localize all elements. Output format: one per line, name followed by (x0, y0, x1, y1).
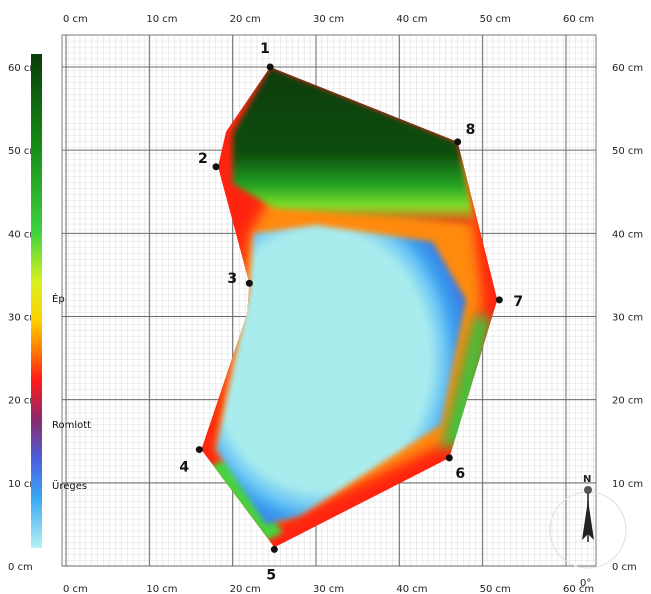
hollow-region (216, 225, 466, 525)
axis-tick-label: 10 cm (8, 479, 39, 490)
axis-tick-label: 20 cm (230, 584, 261, 594)
axis-tick-label: 10 cm (146, 584, 177, 594)
compass: N 0° (549, 474, 627, 589)
compass-angle-label: 0° (580, 578, 591, 589)
compass-pivot (584, 486, 592, 494)
axis-tick-label: 30 cm (8, 313, 39, 324)
sensor-point-label: 1 (260, 41, 270, 57)
compass-arrow-icon (582, 500, 594, 540)
axis-tick-label: 20 cm (8, 396, 39, 407)
axis-tick-label: 0 cm (63, 14, 88, 25)
sensor-point-label: 7 (513, 294, 523, 310)
legend-color-bar (31, 54, 42, 548)
axis-tick-label: 60 cm (563, 584, 594, 594)
axis-tick-label: 40 cm (612, 229, 643, 240)
axis-tick-label: 10 cm (146, 14, 177, 25)
axis-tick-label: 60 cm (563, 14, 594, 25)
axis-tick-label: 40 cm (396, 14, 427, 25)
compass-north-label: N (583, 474, 591, 485)
healthy-wood-region (232, 67, 475, 226)
axis-tick-label: 40 cm (8, 229, 39, 240)
sensor-point-label: 4 (179, 460, 189, 476)
axis-tick-label: 0 cm (8, 562, 33, 573)
sensor-point-label: 2 (198, 151, 208, 167)
legend-label-healthy: Ép (52, 292, 65, 305)
sensor-point-marker (195, 446, 203, 454)
sensor-point-label: 6 (455, 466, 465, 482)
axis-tick-label: 50 cm (480, 14, 511, 25)
right-axis-ticks: 60 cm 50 cm 40 cm 30 cm 20 cm 10 cm 0 cm (612, 63, 643, 573)
axis-tick-label: 50 cm (8, 146, 39, 157)
legend-label-decayed: Romlott (52, 420, 91, 431)
axis-tick-label: 20 cm (230, 14, 261, 25)
left-axis-ticks: 60 cm 50 cm 40 cm 30 cm 20 cm 10 cm 0 cm (8, 63, 39, 573)
top-axis-ticks: 0 cm 10 cm 20 cm 30 cm 40 cm 50 cm 60 cm (63, 14, 594, 25)
sensor-point-marker (270, 545, 278, 553)
color-legend: Ép Romlott Üreges (31, 54, 91, 548)
sensor-point-marker (212, 163, 220, 171)
sensor-point-marker (266, 63, 274, 71)
sensor-point-marker (454, 138, 462, 146)
sensor-point-marker (445, 454, 453, 462)
axis-tick-label: 30 cm (612, 313, 643, 324)
axis-tick-label: 40 cm (396, 584, 427, 594)
axis-tick-label: 50 cm (480, 584, 511, 594)
bottom-axis-ticks: 0 cm 10 cm 20 cm 30 cm 40 cm 50 cm 60 cm (63, 584, 594, 594)
axis-tick-label: 30 cm (313, 584, 344, 594)
axis-tick-label: 50 cm (612, 146, 643, 157)
tomogram-shape (201, 67, 498, 548)
axis-tick-label: 60 cm (8, 63, 39, 74)
axis-tick-label: 30 cm (313, 14, 344, 25)
axis-tick-label: 10 cm (612, 479, 643, 490)
sensor-point-marker (245, 279, 253, 287)
sensor-point-label: 3 (227, 271, 237, 287)
axis-tick-label: 60 cm (612, 63, 643, 74)
axis-tick-label: 20 cm (612, 396, 643, 407)
axis-tick-label: 0 cm (63, 584, 88, 594)
sensor-point-label: 8 (466, 122, 476, 138)
green-band-right (441, 316, 491, 450)
legend-label-hollow: Üreges (52, 479, 87, 492)
sensor-point-label: 5 (266, 567, 276, 583)
sensor-point-marker (495, 296, 503, 304)
axis-tick-label: 0 cm (612, 562, 637, 573)
sensor-points: 1 2 3 4 5 6 7 8 (179, 41, 523, 583)
